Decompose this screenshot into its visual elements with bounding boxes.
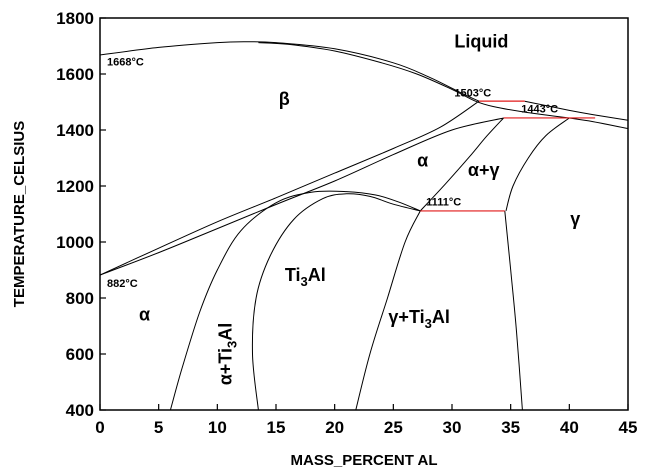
phase-label: γ (570, 209, 580, 229)
y-tick-label: 1200 (56, 177, 94, 196)
boundary-alpha-gamma-right (505, 117, 570, 212)
x-axis-title: MASS_PERCENT AL (291, 452, 438, 469)
phase-label: α+Ti3Al (215, 323, 239, 385)
x-tick-label: 20 (325, 418, 344, 437)
boundary-ti3al-inner-dome (251, 193, 421, 410)
y-tick-label: 1800 (56, 9, 94, 28)
temperature-label: 882°C (107, 278, 138, 290)
boundary-gamma-liquid-solidus (569, 117, 628, 130)
phase-label: α (139, 304, 150, 324)
temperature-label: 1503°C (454, 87, 491, 99)
y-tick-label: 800 (66, 289, 94, 308)
y-tick-label: 400 (66, 401, 94, 420)
phase-label: γ+Ti3Al (388, 307, 449, 331)
x-tick-label: 45 (619, 418, 638, 437)
y-axis-title: TEMPERATURE_CELSIUS (11, 121, 28, 307)
y-tick-label: 600 (66, 345, 94, 364)
y-tick-label: 1600 (56, 65, 94, 84)
phase-boundaries (100, 41, 628, 410)
isotherm-lines (420, 100, 596, 212)
temperature-label: 1111°C (426, 197, 461, 209)
phase-label: Ti3Al (285, 265, 326, 289)
chart-labels: Liquid β α α+γ γ α Ti3Al α+Ti3Al γ+Ti3Al 1668°C 15… (107, 31, 580, 385)
x-tick-label: 0 (95, 418, 104, 437)
boundary-liquidus-gamma (524, 100, 628, 121)
plot-frame (99, 17, 629, 411)
phase-label: α+γ (468, 160, 500, 180)
boundary-gamma-solvus (504, 210, 523, 410)
axis-ticks: 0 5 10 15 20 25 30 35 40 45 400 600 800 1000 1200 1400 1… (56, 9, 637, 437)
y-tick-label: 1000 (56, 233, 94, 252)
boundary-alpha-gamma-left (419, 117, 504, 212)
temperature-label: 1668°C (107, 57, 144, 69)
y-tick-label: 1400 (56, 121, 94, 140)
temperature-label: 1443°C (521, 104, 558, 116)
phase-label: α (417, 150, 428, 170)
x-tick-label: 25 (384, 418, 403, 437)
boundary-liquidus-beta (100, 41, 480, 102)
x-tick-label: 15 (267, 418, 286, 437)
x-tick-label: 35 (501, 418, 520, 437)
x-tick-label: 10 (208, 418, 227, 437)
x-tick-label: 30 (443, 418, 462, 437)
boundary-beta-transus-lower (100, 117, 504, 276)
boundary-alpha-ti3al-dome (169, 190, 421, 410)
phase-label: Liquid (454, 31, 508, 51)
boundary-ti3al-solvus-right (355, 210, 421, 410)
boundary-beta-transus-upper (100, 100, 480, 276)
phase-label: β (279, 89, 290, 109)
boundary-solidus-beta (258, 42, 570, 119)
x-tick-label: 40 (560, 418, 579, 437)
x-tick-label: 5 (154, 418, 163, 437)
